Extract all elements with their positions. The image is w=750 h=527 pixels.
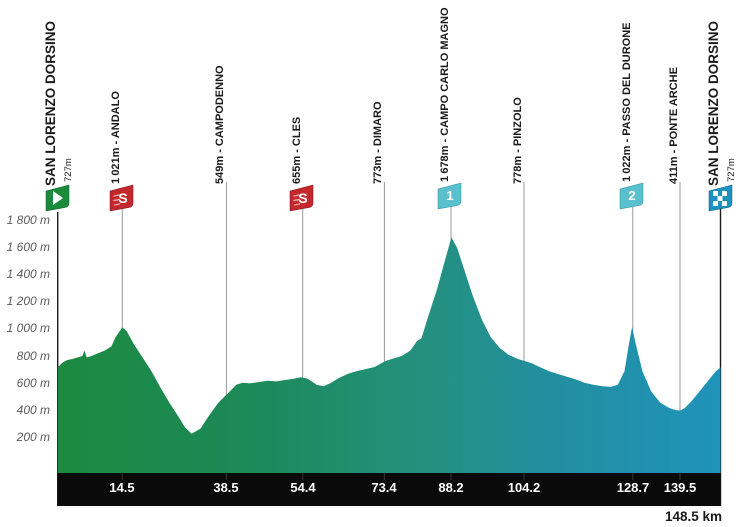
- svg-text:2: 2: [628, 188, 635, 203]
- svg-text:S: S: [118, 190, 127, 206]
- svg-text:1: 1: [446, 188, 453, 203]
- svg-text:S: S: [298, 190, 307, 206]
